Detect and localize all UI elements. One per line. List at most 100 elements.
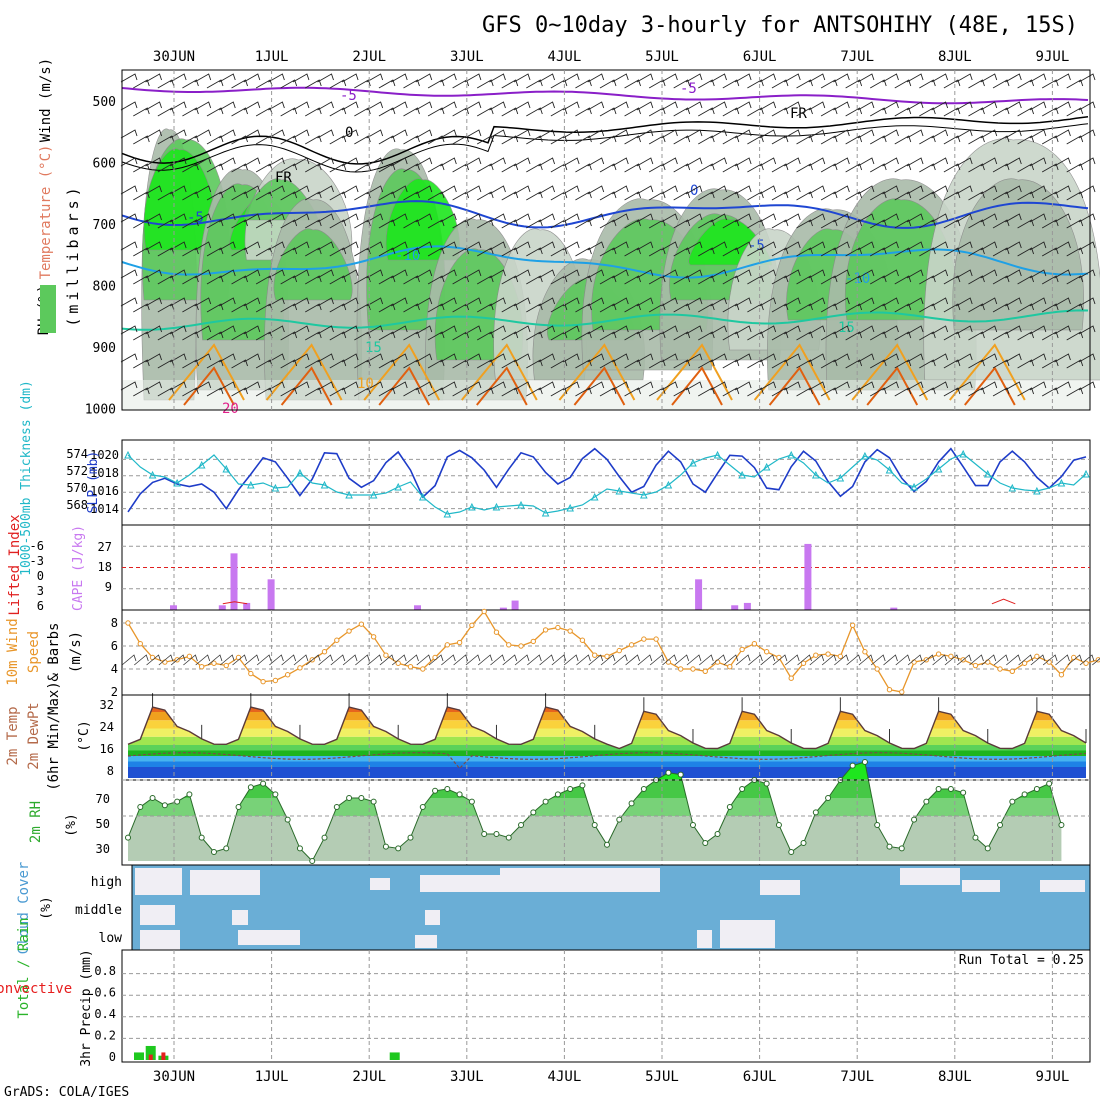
wind-barb — [833, 353, 850, 363]
wind-barb-10m — [342, 654, 358, 666]
cloud-clear-block — [425, 910, 440, 925]
cape-bar — [511, 600, 519, 610]
wind-barb — [562, 325, 580, 335]
wind-speed-point — [518, 643, 524, 649]
wind-barb — [698, 331, 715, 341]
wind-barb — [980, 129, 998, 139]
wind-barb — [280, 163, 298, 173]
wind-barb — [845, 163, 863, 173]
rh-2m-point — [493, 831, 500, 837]
wind-speed-point — [506, 642, 512, 648]
wind-barb — [931, 73, 949, 83]
pressure-tick-label: 900 — [93, 341, 116, 356]
wind-speed-point — [260, 678, 266, 685]
wind-barb — [562, 73, 580, 83]
wind-barb — [587, 213, 605, 223]
wind-speed-point — [899, 689, 905, 695]
wind-barb — [1029, 381, 1047, 391]
thickness-point — [247, 480, 255, 489]
wind-barb — [894, 303, 912, 313]
temp-band — [128, 756, 1086, 762]
rh-2m-point — [518, 822, 525, 828]
li-line — [991, 598, 1016, 605]
wind-barb — [906, 353, 924, 363]
wind-barb — [440, 353, 457, 363]
wind-barb-10m — [404, 654, 419, 666]
wind-barb — [1041, 303, 1059, 313]
wind-speed-point — [665, 659, 672, 665]
wind-barb — [268, 269, 285, 279]
li-ylabel: Lifted Index — [7, 514, 23, 615]
wind-barb — [415, 353, 433, 363]
wind-barb — [661, 213, 678, 223]
precip-tick-label: 0.2 — [94, 1029, 116, 1043]
wind-barb — [378, 331, 396, 341]
precip-frame — [121, 949, 1091, 1063]
wind-barb — [1078, 269, 1096, 279]
cloud-ylabel-unit: (%) — [39, 896, 54, 919]
slp-thickness-panel: 574 572 570 568 1020 1018 1016 1014 1000-500mb T… — [19, 380, 1091, 576]
wind-barb — [427, 275, 445, 285]
wind-barb — [968, 107, 985, 117]
wind-barb-10m — [895, 654, 911, 666]
temp-contour-10 — [121, 245, 1089, 279]
wind-barb — [869, 303, 887, 313]
rh-band — [128, 798, 1062, 816]
wind-barb — [1029, 73, 1047, 83]
rh-2m-point — [321, 834, 328, 841]
wind-barb — [734, 353, 752, 363]
wind-barb — [268, 101, 285, 111]
wind-barb — [182, 387, 199, 397]
wind-barb — [685, 297, 703, 307]
wind-barb — [206, 303, 224, 313]
wind-speed-point — [383, 652, 389, 658]
wind-barb — [243, 101, 261, 111]
top-date-label: 6JUL — [743, 49, 777, 65]
wind-barb — [587, 353, 605, 363]
temp-contour-20-spike — [461, 343, 538, 401]
wind-barb — [612, 241, 629, 251]
wind-barb — [919, 275, 936, 285]
wind-barb — [464, 101, 482, 111]
wind-speed-point — [800, 660, 807, 666]
wind-barb — [968, 387, 985, 397]
wind-barb — [722, 107, 740, 117]
wind-barb — [329, 163, 347, 173]
wind-barb — [513, 185, 531, 195]
wind-speed-point — [456, 639, 463, 646]
wind-barb — [133, 359, 150, 369]
wind-barb — [194, 381, 212, 391]
wind-speed-point — [469, 622, 475, 628]
wind-barb — [489, 185, 506, 195]
wind-barb — [182, 219, 199, 229]
wind-barb-10m — [588, 654, 604, 666]
wind-barb — [771, 359, 789, 369]
wind-barb — [882, 353, 899, 363]
wind-barb — [931, 353, 949, 363]
cape-bar — [170, 605, 177, 610]
wind-barb — [341, 381, 359, 391]
wind-barb — [526, 191, 543, 201]
wind-barb — [145, 241, 162, 251]
wind-barb — [440, 157, 457, 167]
wind-speed-point — [813, 652, 819, 658]
wind-barb — [464, 157, 482, 167]
wind-barb — [882, 129, 899, 139]
wind-barb — [169, 157, 187, 167]
temp-band — [128, 728, 1086, 737]
wind-barb — [120, 297, 138, 307]
wind-barb — [784, 101, 801, 111]
wind-speed-point — [677, 666, 684, 672]
rh-2m-point — [911, 816, 918, 823]
wind-barb — [219, 325, 236, 335]
wind-barb — [587, 129, 605, 139]
thickness-point — [271, 483, 280, 492]
wind-barb — [857, 269, 875, 279]
wind-speed-point — [297, 665, 303, 671]
wind-barb — [857, 129, 875, 139]
wind-barb — [329, 359, 347, 369]
wind-barb — [906, 213, 924, 223]
rh-legend-swatch — [40, 285, 56, 333]
wind-barb — [992, 219, 1010, 229]
wind-barb — [587, 297, 605, 307]
